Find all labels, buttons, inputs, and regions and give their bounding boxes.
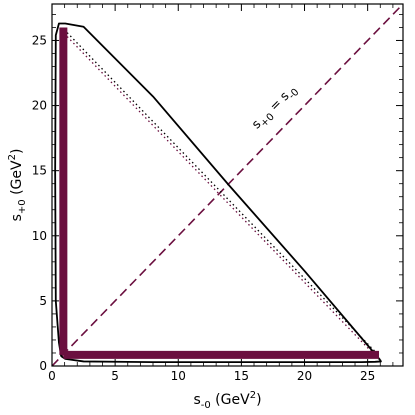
ticks-layer: 0 5 10 15 20 25 0 5 10 15 20 25 [32, 4, 403, 383]
x-tick-label: 25 [360, 369, 375, 383]
x-axis-label: s-0 (GeV2) [193, 390, 261, 411]
series-dotted-black [66, 32, 376, 353]
x-tick-label: 5 [111, 369, 119, 383]
y-tick-label: 0 [39, 359, 47, 373]
y-tick-label: 25 [32, 33, 47, 47]
y-tick-label: 5 [39, 294, 47, 308]
x-tick-label: 10 [171, 369, 186, 383]
y-tick-label: 15 [32, 164, 47, 178]
x-tick-label: 0 [48, 369, 56, 383]
series-dotted-accent [66, 36, 372, 353]
y-tick-label: 10 [32, 229, 47, 243]
x-tick-label: 20 [297, 369, 312, 383]
y-tick-label: 20 [32, 99, 47, 113]
plot-frame [51, 3, 404, 367]
series-dashed-accent [52, 4, 403, 366]
x-tick-label: 15 [234, 369, 249, 383]
series-solid-black [54, 22, 382, 363]
y-axis-label: s+0 (GeV2) [7, 149, 28, 222]
series-layer [52, 4, 403, 366]
